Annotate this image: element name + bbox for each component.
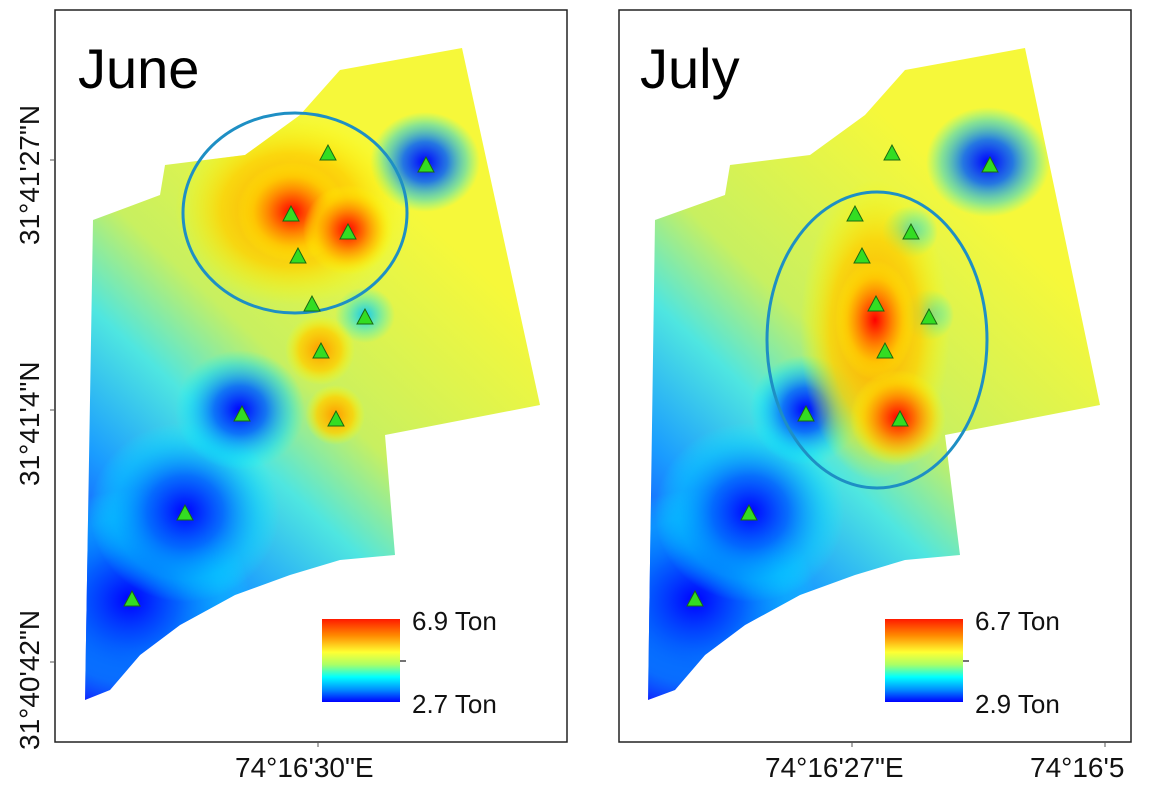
- left-legend-max: 6.9 Ton: [412, 606, 497, 636]
- triangle-marker-icon: [846, 204, 864, 222]
- triangle-marker-icon: [891, 409, 909, 427]
- right-x-label-2: 74°16'5: [1030, 752, 1125, 783]
- y-label-bottom: 31°40'42"N: [14, 609, 45, 750]
- left-station-markers: [123, 143, 435, 607]
- left-hotspot-circle: [181, 111, 409, 315]
- triangle-marker-icon: [319, 143, 337, 161]
- triangle-marker-icon: [123, 589, 141, 607]
- triangle-marker-icon: [356, 307, 374, 325]
- right-legend-min: 2.9 Ton: [975, 689, 1060, 719]
- triangle-marker-icon: [853, 246, 871, 264]
- right-station-markers: [686, 143, 999, 607]
- triangle-marker-icon: [417, 155, 435, 173]
- triangle-marker-icon: [282, 204, 300, 222]
- triangle-marker-icon: [339, 222, 357, 240]
- left-x-label: 74°16'30"E: [235, 752, 374, 783]
- triangle-marker-icon: [920, 307, 938, 325]
- triangle-marker-icon: [867, 294, 885, 312]
- left-legend-min: 2.7 Ton: [412, 689, 497, 719]
- right-legend-max: 6.7 Ton: [975, 606, 1060, 636]
- triangle-marker-icon: [312, 341, 330, 359]
- left-legend-ramp: [322, 619, 400, 702]
- y-label-middle: 31°41'4"N: [14, 361, 45, 486]
- triangle-marker-icon: [883, 143, 901, 161]
- triangle-marker-icon: [797, 404, 815, 422]
- triangle-marker-icon: [981, 155, 999, 173]
- triangle-marker-icon: [233, 404, 251, 422]
- triangle-marker-icon: [876, 341, 894, 359]
- right-map-title: July: [640, 37, 740, 100]
- right-legend-ramp: [885, 619, 963, 702]
- right-x-label-1: 74°16'27"E: [765, 752, 904, 783]
- triangle-marker-icon: [176, 503, 194, 521]
- triangle-marker-icon: [902, 222, 920, 240]
- triangle-marker-icon: [303, 294, 321, 312]
- left-map-title: June: [78, 37, 200, 100]
- triangle-marker-icon: [327, 409, 345, 427]
- triangle-marker-icon: [740, 503, 758, 521]
- y-label-top: 31°41'27"N: [14, 104, 45, 245]
- triangle-marker-icon: [289, 246, 307, 264]
- right-hotspot-circle: [765, 190, 989, 490]
- triangle-marker-icon: [686, 589, 704, 607]
